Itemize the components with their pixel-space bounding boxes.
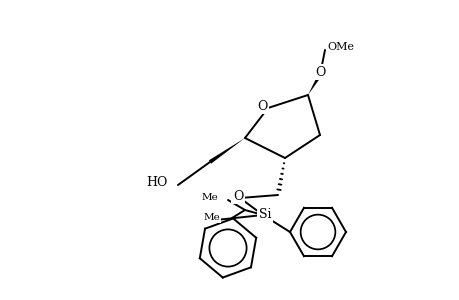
Polygon shape xyxy=(208,138,245,164)
Text: Me: Me xyxy=(203,214,219,223)
Text: O: O xyxy=(232,190,243,202)
Text: Me: Me xyxy=(201,194,218,202)
Text: OMe: OMe xyxy=(326,42,353,52)
Text: HO: HO xyxy=(146,176,168,190)
Text: Si: Si xyxy=(258,208,271,221)
Text: O: O xyxy=(314,65,325,79)
Text: O: O xyxy=(256,100,267,112)
Polygon shape xyxy=(308,74,321,95)
